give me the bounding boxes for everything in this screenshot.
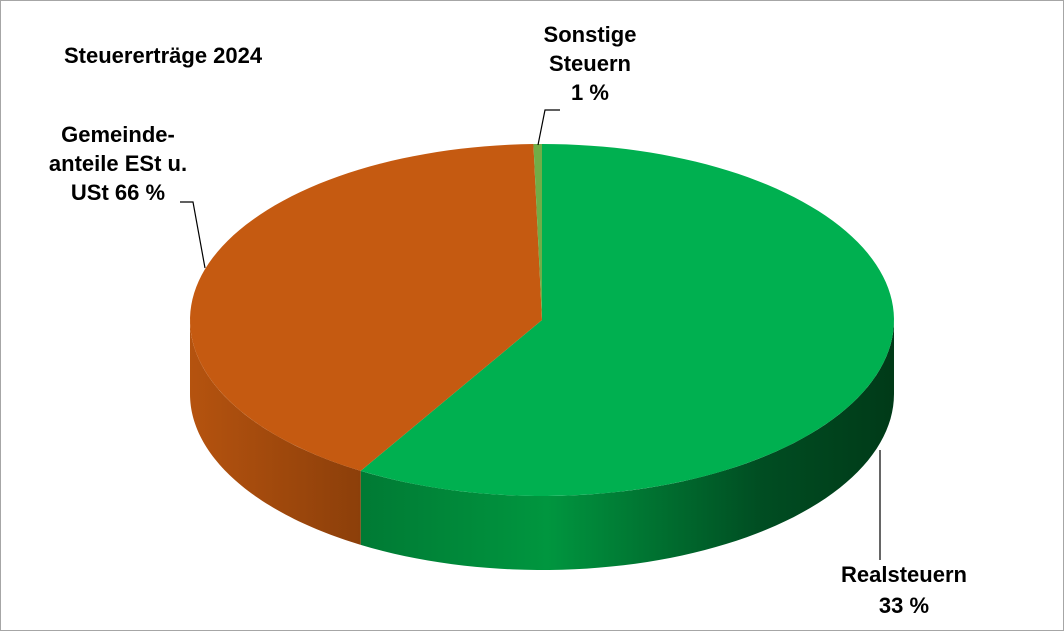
data-label-line: Gemeinde- <box>61 122 175 147</box>
chart-title: Steuererträge 2024 <box>64 43 263 68</box>
data-label-gemeindeanteile-est-u-ust: Gemeinde-anteile ESt u. USt 66 % <box>49 122 187 205</box>
data-label-line: Realsteuern <box>841 562 967 587</box>
data-label-line: anteile ESt u. <box>49 151 187 176</box>
data-label-line: Steuern <box>549 51 631 76</box>
leader-gemeinde <box>180 201 206 269</box>
data-label-line: USt 66 % <box>71 180 165 205</box>
pie-side-gemeindeanteile-est-u-ust <box>190 320 361 545</box>
data-label-sonstige-steuern: Sonstige Steuern 1 % <box>544 22 637 105</box>
pie-side-realsteuern <box>360 320 895 570</box>
pie-slice-sonstige-steuern <box>533 144 542 320</box>
data-label-line: 1 % <box>571 80 609 105</box>
data-labels: Realsteuern 33 % Gemeinde-anteile ESt u. US… <box>49 22 967 618</box>
data-label-line: Sonstige <box>544 22 637 47</box>
data-label-line: 33 % <box>879 593 929 618</box>
data-label-realsteuern: Realsteuern 33 % <box>841 562 967 618</box>
pie-slice-gemeindeanteile-est-u-ust <box>190 144 543 471</box>
pie-slice-realsteuern <box>360 144 894 496</box>
pie-slices <box>190 144 895 570</box>
leader-lines <box>180 109 881 560</box>
leader-sonstige <box>537 109 560 146</box>
